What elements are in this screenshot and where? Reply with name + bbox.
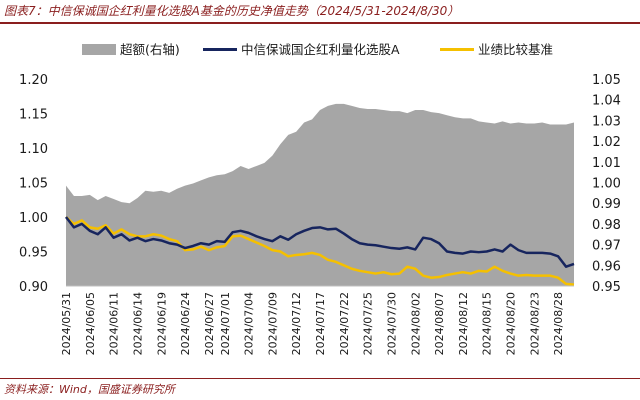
right-tick-label: 0.99 <box>592 197 621 212</box>
x-tick-label: 2024/07/25 <box>362 292 375 355</box>
legend-label-bench: 业绩比较基准 <box>478 42 553 57</box>
right-tick-label: 0.95 <box>592 280 621 295</box>
x-tick-label: 2024/06/19 <box>155 292 168 355</box>
x-tick-label: 2024/06/14 <box>131 292 144 355</box>
figure-source: 资料来源：Wind，国盛证券研究所 <box>4 383 175 396</box>
series-line-benchmark <box>65 216 575 286</box>
legend-label-excess: 超额(右轴) <box>120 42 180 57</box>
left-tick-label: 1.15 <box>19 108 48 123</box>
right-tick-label: 1.01 <box>592 156 621 171</box>
right-tick-label: 0.98 <box>592 218 621 233</box>
left-axis-ticks: 0.90 0.95 1.00 1.05 1.10 1.15 1.20 <box>19 73 48 295</box>
legend-swatch-excess <box>82 44 116 55</box>
series-line-fund <box>65 216 575 268</box>
x-axis-ticks: 2024/05/31 2024/06/05 2024/06/11 2024/06/14… <box>60 285 574 355</box>
x-tick-label: 2024/08/23 <box>528 292 541 355</box>
left-tick-label: 1.10 <box>19 142 48 157</box>
legend-label-fund: 中信保诚国企红利量化选股A <box>241 42 400 57</box>
title-rule <box>0 22 640 24</box>
left-tick-label: 0.95 <box>19 246 48 261</box>
x-tick-label: 2024/06/24 <box>179 292 192 355</box>
x-tick-label: 2024/07/17 <box>314 292 327 355</box>
source-rule <box>0 378 640 379</box>
x-tick-label: 2024/08/12 <box>457 292 470 355</box>
left-tick-label: 0.90 <box>19 280 48 295</box>
x-tick-label: 2024/06/05 <box>84 292 97 355</box>
x-tick-label: 2024/06/11 <box>108 292 121 355</box>
right-tick-label: 1.02 <box>592 135 621 150</box>
right-tick-label: 0.97 <box>592 239 621 254</box>
right-tick-label: 1.00 <box>592 177 621 192</box>
chart: 超额(右轴) 中信保诚国企红利量化选股A 业绩比较基准 0.90 0.95 1.00… <box>19 42 621 355</box>
x-tick-label: 2024/07/30 <box>385 292 398 355</box>
plot-area <box>65 103 575 286</box>
legend: 超额(右轴) 中信保诚国企红利量化选股A 业绩比较基准 <box>82 42 553 57</box>
left-tick-label: 1.05 <box>19 177 48 192</box>
x-tick-label: 2024/08/02 <box>409 292 422 355</box>
series-area-excess <box>66 103 574 286</box>
left-tick-label: 1.20 <box>19 73 48 88</box>
right-tick-label: 1.05 <box>592 73 621 88</box>
x-tick-label: 2024/07/09 <box>266 292 279 355</box>
right-tick-label: 1.04 <box>592 94 621 109</box>
x-tick-label: 2024/08/07 <box>433 292 446 355</box>
x-tick-label: 2024/05/31 <box>60 292 73 355</box>
right-tick-label: 1.03 <box>592 114 621 129</box>
right-tick-label: 0.96 <box>592 259 621 274</box>
x-tick-label: 2024/07/22 <box>338 292 351 355</box>
figure-title: 图表7：中信保诚国企红利量化选股A基金的历史净值走势（2024/5/31-202… <box>4 4 460 18</box>
right-axis-ticks: 0.95 0.96 0.97 0.98 0.99 1.00 1.01 1.02 1.03 1.04… <box>592 73 621 295</box>
x-tick-label: 2024/07/04 <box>243 292 256 355</box>
left-tick-label: 1.00 <box>19 211 48 226</box>
x-tick-label: 2024/07/01 <box>219 292 232 355</box>
x-tick-label: 2024/08/28 <box>552 292 565 355</box>
x-tick-label: 2024/08/15 <box>481 292 494 355</box>
x-tick-label: 2024/06/27 <box>203 292 216 355</box>
x-tick-label: 2024/07/12 <box>290 292 303 355</box>
x-tick-label: 2024/08/20 <box>505 292 518 355</box>
